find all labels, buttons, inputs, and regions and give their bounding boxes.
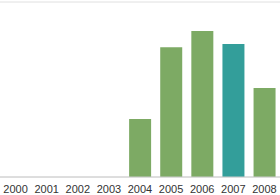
svg-text:2003: 2003 xyxy=(97,183,121,195)
svg-text:2005: 2005 xyxy=(159,183,183,195)
svg-text:2002: 2002 xyxy=(66,183,90,195)
svg-text:2001: 2001 xyxy=(34,183,58,195)
svg-text:2004: 2004 xyxy=(128,183,152,195)
svg-text:2006: 2006 xyxy=(190,183,214,195)
svg-text:2000: 2000 xyxy=(8,183,28,195)
svg-text:2007: 2007 xyxy=(221,183,245,195)
svg-text:2008: 2008 xyxy=(252,183,272,195)
